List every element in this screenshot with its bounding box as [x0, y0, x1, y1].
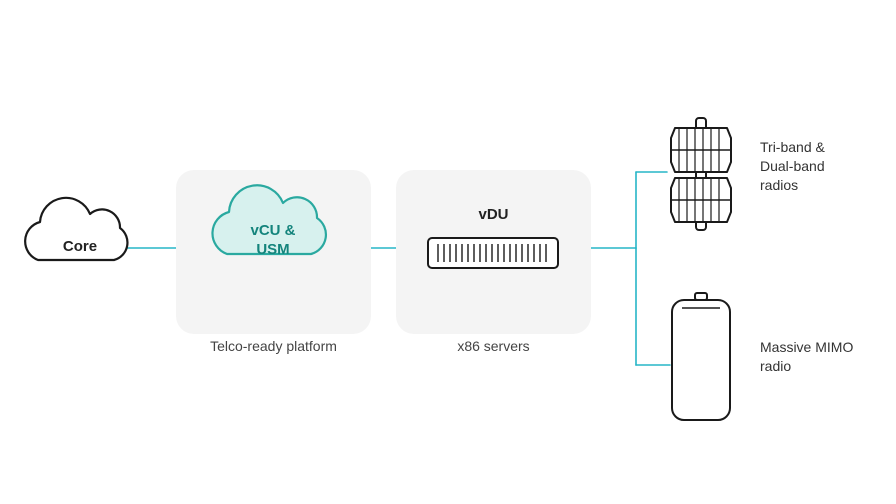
mimo-radio [0, 0, 896, 504]
mimo-label: Massive MIMO radio [760, 338, 890, 376]
diagram-canvas: Core vCU & USM Telco-ready platform [0, 0, 896, 504]
